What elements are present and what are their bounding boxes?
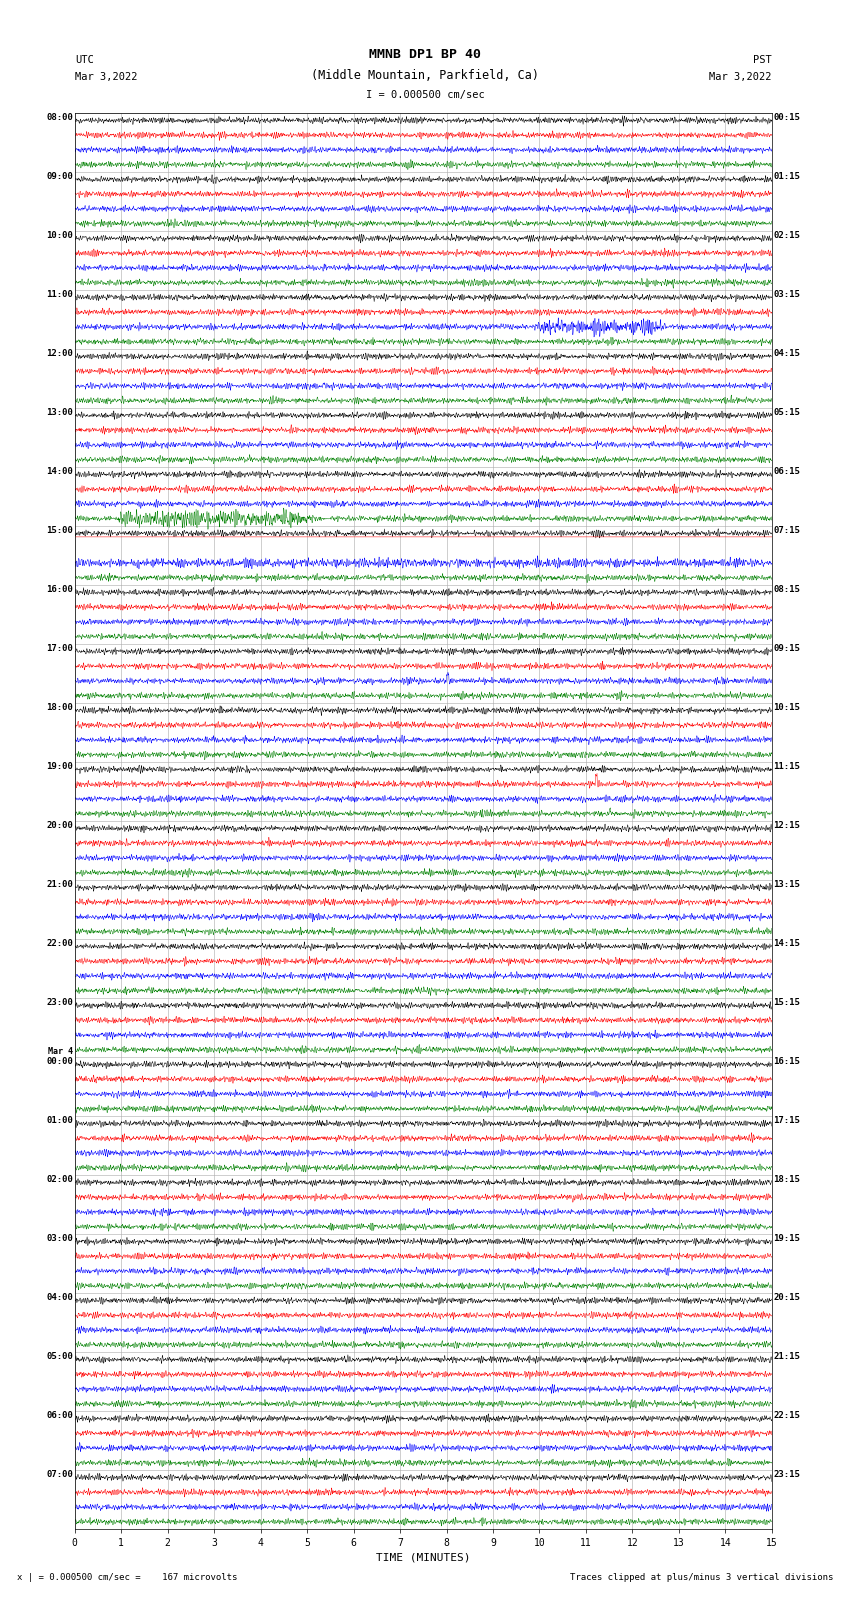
- Text: 10:00: 10:00: [47, 231, 73, 240]
- Text: MMNB DP1 BP 40: MMNB DP1 BP 40: [369, 48, 481, 61]
- Text: 11:00: 11:00: [47, 290, 73, 298]
- Text: 05:15: 05:15: [774, 408, 800, 416]
- Text: I = 0.000500 cm/sec: I = 0.000500 cm/sec: [366, 90, 484, 100]
- Text: 07:15: 07:15: [774, 526, 800, 536]
- Text: 16:15: 16:15: [774, 1057, 800, 1066]
- Text: 07:00: 07:00: [47, 1469, 73, 1479]
- Text: 23:00: 23:00: [47, 998, 73, 1007]
- Text: 11:15: 11:15: [774, 761, 800, 771]
- Text: Mar 4: Mar 4: [48, 1047, 73, 1055]
- Text: Traces clipped at plus/minus 3 vertical divisions: Traces clipped at plus/minus 3 vertical …: [570, 1573, 833, 1582]
- Text: 09:15: 09:15: [774, 644, 800, 653]
- Text: 04:15: 04:15: [774, 348, 800, 358]
- Text: (Middle Mountain, Parkfield, Ca): (Middle Mountain, Parkfield, Ca): [311, 69, 539, 82]
- Text: 13:15: 13:15: [774, 881, 800, 889]
- Text: x | = 0.000500 cm/sec =    167 microvolts: x | = 0.000500 cm/sec = 167 microvolts: [17, 1573, 237, 1582]
- Text: 21:00: 21:00: [47, 881, 73, 889]
- Text: 08:15: 08:15: [774, 586, 800, 594]
- Text: 01:00: 01:00: [47, 1116, 73, 1124]
- Text: 03:15: 03:15: [774, 290, 800, 298]
- Text: 17:00: 17:00: [47, 644, 73, 653]
- Text: 17:15: 17:15: [774, 1116, 800, 1124]
- Text: 23:15: 23:15: [774, 1469, 800, 1479]
- Text: 02:00: 02:00: [47, 1174, 73, 1184]
- Text: 10:15: 10:15: [774, 703, 800, 711]
- Text: 20:15: 20:15: [774, 1294, 800, 1302]
- Text: Mar 3,2022: Mar 3,2022: [709, 73, 772, 82]
- Text: 20:00: 20:00: [47, 821, 73, 831]
- Text: 01:15: 01:15: [774, 173, 800, 181]
- Text: 04:00: 04:00: [47, 1294, 73, 1302]
- Text: 06:00: 06:00: [47, 1411, 73, 1419]
- Text: 14:15: 14:15: [774, 939, 800, 948]
- Text: 00:00: 00:00: [47, 1057, 73, 1066]
- Text: 22:15: 22:15: [774, 1411, 800, 1419]
- Text: 13:00: 13:00: [47, 408, 73, 416]
- Text: 15:15: 15:15: [774, 998, 800, 1007]
- Text: 18:15: 18:15: [774, 1174, 800, 1184]
- Text: 18:00: 18:00: [47, 703, 73, 711]
- Text: UTC: UTC: [75, 55, 94, 65]
- Text: PST: PST: [753, 55, 772, 65]
- Text: 06:15: 06:15: [774, 468, 800, 476]
- Text: Mar 3,2022: Mar 3,2022: [75, 73, 138, 82]
- Text: 15:00: 15:00: [47, 526, 73, 536]
- X-axis label: TIME (MINUTES): TIME (MINUTES): [376, 1552, 471, 1563]
- Text: 12:00: 12:00: [47, 348, 73, 358]
- Text: 09:00: 09:00: [47, 173, 73, 181]
- Text: 21:15: 21:15: [774, 1352, 800, 1361]
- Text: 19:00: 19:00: [47, 761, 73, 771]
- Text: 22:00: 22:00: [47, 939, 73, 948]
- Text: 08:00: 08:00: [47, 113, 73, 123]
- Text: 19:15: 19:15: [774, 1234, 800, 1244]
- Text: 03:00: 03:00: [47, 1234, 73, 1244]
- Text: 12:15: 12:15: [774, 821, 800, 831]
- Text: 16:00: 16:00: [47, 586, 73, 594]
- Text: 05:00: 05:00: [47, 1352, 73, 1361]
- Text: 02:15: 02:15: [774, 231, 800, 240]
- Text: 14:00: 14:00: [47, 468, 73, 476]
- Text: 00:15: 00:15: [774, 113, 800, 123]
